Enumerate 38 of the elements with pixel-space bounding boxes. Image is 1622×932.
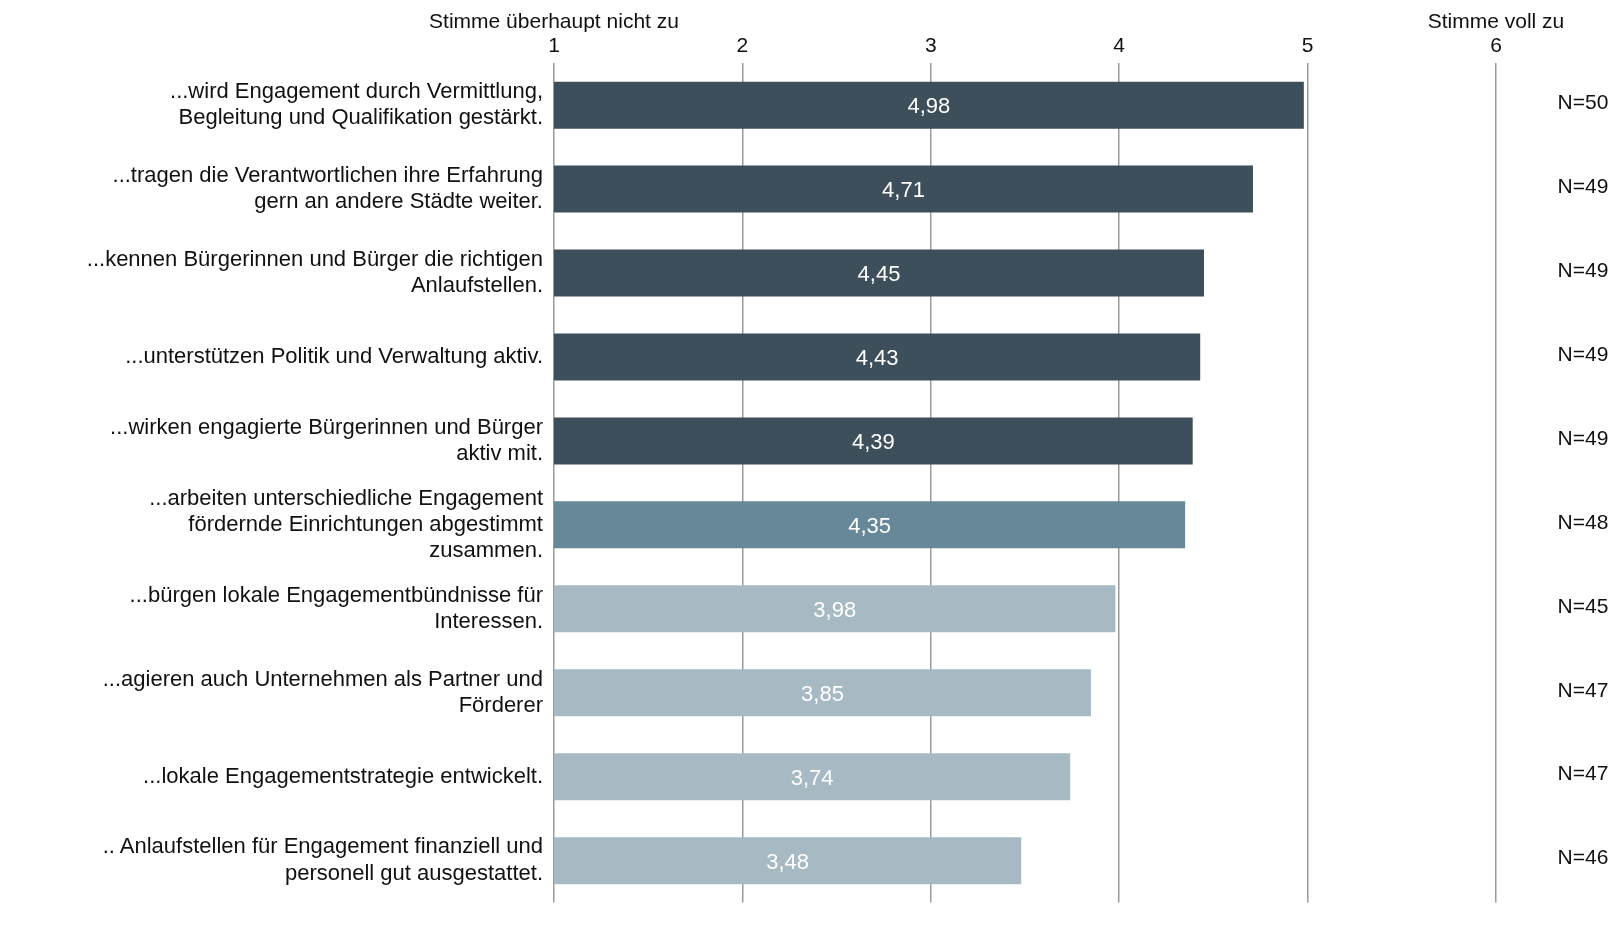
y-tick-label: .. Anlaufstellen für Engagement finanziell und personell gut ausgestattet. xyxy=(102,833,543,885)
x-tick-label: 6 xyxy=(1490,33,1502,57)
y-tick-label: ...unterstützen Politik und Verwaltung aktiv. xyxy=(125,343,543,369)
x-tick-label: 1 xyxy=(548,33,560,57)
data-label: 4,43 xyxy=(855,345,899,371)
text: N=47 xyxy=(1557,677,1609,701)
data-label: 3,85 xyxy=(801,680,844,706)
x-tick-label: 4 xyxy=(1113,33,1126,57)
y-tick-label: ...wirken engagierte Bürgerinnen und Bürger aktiv mit. xyxy=(110,413,543,466)
text: N=50 xyxy=(1557,89,1609,113)
y-tick-label: ...lokale Engagementstrategie entwickelt. xyxy=(143,762,543,788)
text: Stimme voll zu xyxy=(1427,8,1565,32)
data-label: 4,71 xyxy=(882,177,925,203)
data-label: 3,48 xyxy=(766,848,810,874)
data-label: 3,74 xyxy=(790,764,834,790)
text: N=46 xyxy=(1557,845,1609,869)
text: N=49 xyxy=(1557,257,1609,281)
y-tick-label: ...tragen die Verantwortlichen ihre Erfahrung gern an andere Städte weiter. xyxy=(112,161,543,214)
text: N=49 xyxy=(1557,173,1609,197)
text: N=48 xyxy=(1557,509,1609,533)
x-tick-label: 2 xyxy=(736,33,749,57)
text: N=49 xyxy=(1557,425,1609,449)
y-tick-label: ...agieren auch Unternehmen als Partner und Förderer xyxy=(102,665,543,718)
y-tick-label: ...wird Engagement durch Vermittlung, Begleitung und Qualifikation gestärkt. xyxy=(170,78,543,130)
text: Stimme überhaupt nicht zu xyxy=(429,8,679,32)
x-tick-label: 5 xyxy=(1301,33,1314,57)
text: N=45 xyxy=(1557,593,1609,617)
text: N=47 xyxy=(1557,761,1609,785)
data-label: 4,35 xyxy=(848,512,891,538)
data-label: 4,98 xyxy=(907,93,951,119)
y-tick-label: ...arbeiten unterschiedliche Engagement fördernde Einrichtungen abgestimmt zusammen. xyxy=(149,484,543,563)
y-tick-label: ...kennen Bürgerinnen und Bürger die richtigen Anlaufstellen. xyxy=(86,245,543,298)
data-label: 4,45 xyxy=(857,261,901,287)
y-tick-label: ...bürgen lokale Engagementbündnisse für Interessen. xyxy=(129,581,543,634)
data-label: 3,98 xyxy=(813,596,857,622)
x-tick-label: 3 xyxy=(924,33,937,57)
data-label: 4,39 xyxy=(851,428,895,454)
text: N=49 xyxy=(1557,341,1609,365)
